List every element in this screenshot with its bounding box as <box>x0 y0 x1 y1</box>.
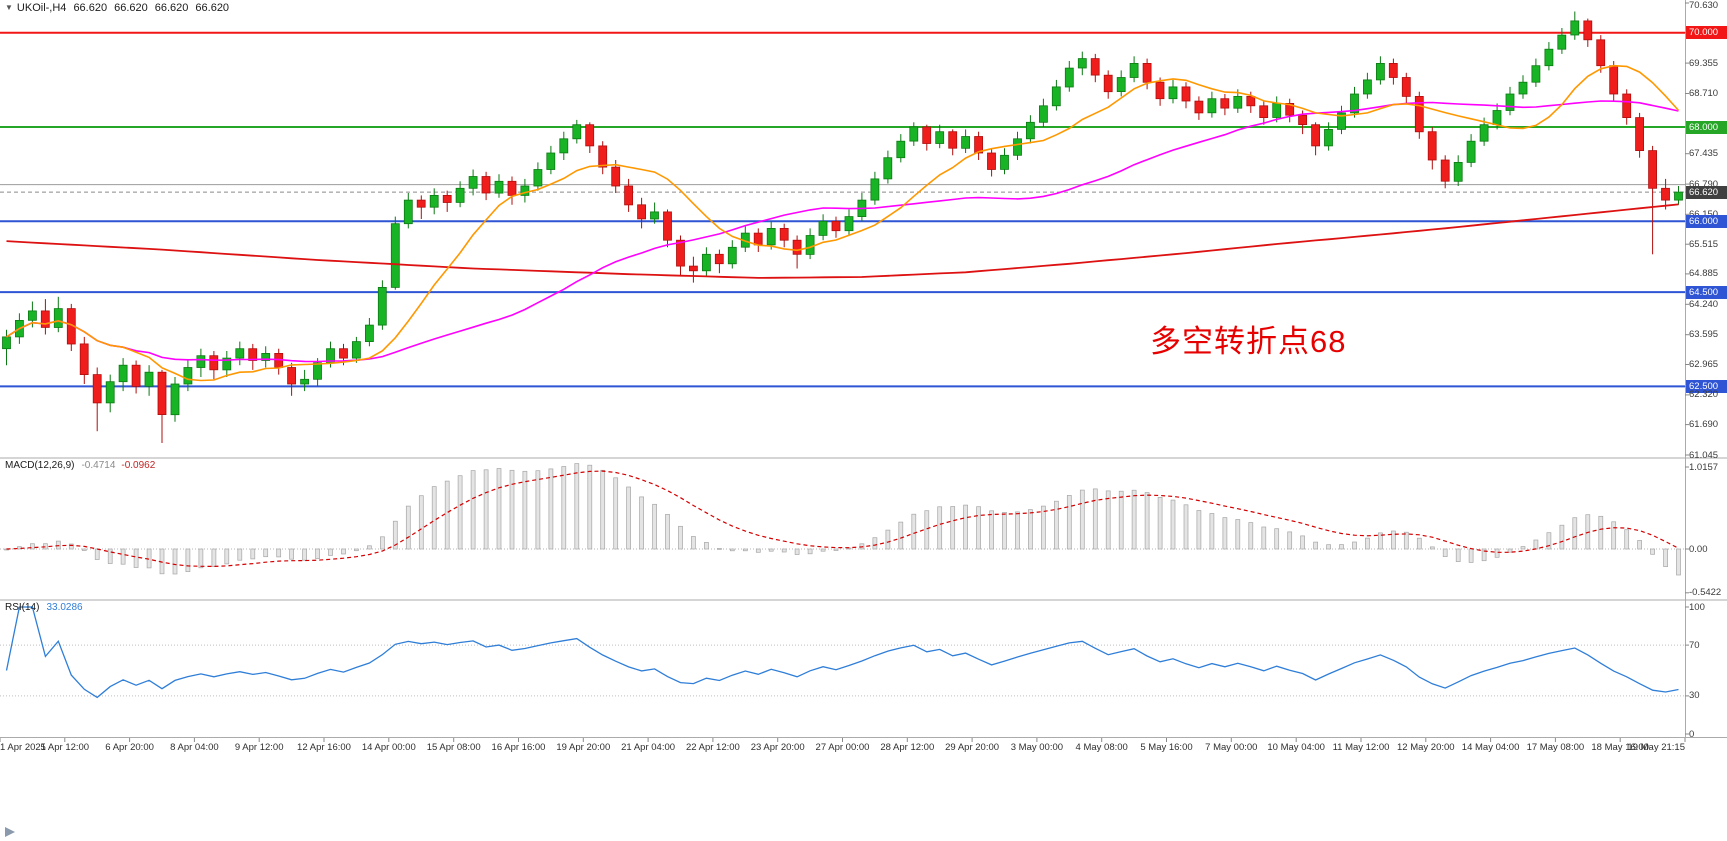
macd-name: MACD(12,26,9) <box>5 460 75 471</box>
rsi-axis-label: 30 <box>1689 690 1700 702</box>
time-axis-label: 9 Apr 12:00 <box>234 742 284 753</box>
price-axis-label: 70.630 <box>1689 0 1719 11</box>
time-axis-label: 12 Apr 16:00 <box>297 742 351 753</box>
price-axis-label: 68.710 <box>1689 88 1719 100</box>
price-axis-label: 64.240 <box>1689 298 1719 310</box>
time-axis[interactable]: 1 Apr 2021 5 Apr 12:00 6 Apr 20:00 8 Apr 04… <box>0 737 1685 760</box>
symbol-timeframe: UKOil-,H4 <box>16 2 67 14</box>
price-axis-label: 65.515 <box>1689 238 1719 250</box>
time-axis-label: 14 May 04:00 <box>1461 742 1520 753</box>
ma-slow-red-line <box>6 203 1679 279</box>
rsi-axis-label: 100 <box>1689 601 1705 613</box>
ohlc-close: 66.620 <box>195 2 230 14</box>
rsi-name: RSI(14) <box>5 602 40 613</box>
price-axis-badge: 66.620 <box>1686 185 1727 199</box>
time-axis-label: 29 Apr 20:00 <box>945 742 1000 753</box>
price-axis-label: 62.320 <box>1689 389 1719 401</box>
symbol-ohlc-label: ▼ UKOil-,H4 66.620 66.620 66.620 66.620 <box>5 2 229 14</box>
time-axis-label: 14 Apr 00:00 <box>361 742 416 753</box>
rsi-indicator-label: RSI(14) 33.0286 <box>5 602 83 613</box>
ohlc-low: 66.620 <box>154 2 189 14</box>
time-axis-label: 11 May 12:00 <box>1332 742 1390 753</box>
macd-signal-line <box>6 470 1679 568</box>
rsi-level-lines <box>0 644 1685 697</box>
time-axis-label: 16 Apr 16:00 <box>491 742 546 753</box>
price-axis-label: 61.045 <box>1689 449 1719 461</box>
price-axis-badge: 66.000 <box>1686 214 1727 228</box>
collapse-triangle-icon[interactable]: ▼ <box>5 3 13 12</box>
time-axis-label: 22 Apr 12:00 <box>685 742 740 753</box>
price-axis-badge: 70.000 <box>1686 26 1727 40</box>
price-axis-label: 64.885 <box>1689 268 1719 280</box>
time-axis-label: 23 Apr 20:00 <box>750 742 805 753</box>
price-axis[interactable]: 70.630 70.000 69.355 68.710 68.000 67.435 66.7… <box>1685 0 1727 737</box>
price-axis-badge: 62.500 <box>1686 379 1727 393</box>
time-axis-label: 5 May 16:00 <box>1140 742 1193 753</box>
rsi-axis-label: 70 <box>1689 639 1700 651</box>
timeline-nav-triangle[interactable] <box>5 827 15 837</box>
macd-signal-value: -0.0962 <box>121 460 156 471</box>
time-axis-label: 28 Apr 12:00 <box>880 742 935 753</box>
time-axis-label: 4 May 08:00 <box>1075 742 1128 753</box>
time-axis-label: 18 May 16:00 <box>1591 742 1649 753</box>
ohlc-high: 66.620 <box>114 2 148 14</box>
time-axis-label: 3 May 00:00 <box>1010 742 1064 753</box>
macd-axis-label: 0.00 <box>1689 543 1708 555</box>
price-axis-label: 63.595 <box>1689 329 1719 341</box>
macd-axis-label: 1.0157 <box>1689 461 1719 473</box>
time-axis-label: 1 Apr 2021 <box>0 742 46 753</box>
time-axis-label: 19 May 21:15 <box>1627 742 1685 753</box>
macd-axis-label: -0.5422 <box>1689 587 1722 599</box>
horizontal-level-lines[interactable] <box>0 31 1685 388</box>
ma-fast-orange-line <box>6 64 1680 382</box>
rsi-axis-label: 0 <box>1689 728 1695 740</box>
time-axis-label: 21 Apr 04:00 <box>621 742 676 753</box>
rsi-axis[interactable]: 100 70 30 0 <box>1685 600 1727 740</box>
rsi-value: 33.0286 <box>46 602 83 613</box>
price-axis-label: 69.355 <box>1689 57 1719 69</box>
time-axis-label: 6 Apr 20:00 <box>105 742 154 753</box>
axis-ticks <box>0 2 1689 742</box>
time-axis-label: 19 Apr 20:00 <box>556 742 611 753</box>
chart-text-annotation[interactable]: 多空转折点68 <box>1150 324 1347 359</box>
time-axis-label: 5 Apr 12:00 <box>40 742 90 753</box>
time-axis-label: 7 May 00:00 <box>1205 742 1258 753</box>
macd-axis[interactable]: 1.0157 0.00 -0.5422 <box>1685 458 1727 600</box>
macd-indicator-label: MACD(12,26,9) -0.4714 -0.0962 <box>5 460 155 471</box>
time-axis-label: 10 May 04:00 <box>1267 742 1325 753</box>
price-axis-label: 66.790 <box>1689 178 1719 190</box>
price-axis-label: 62.965 <box>1689 358 1719 370</box>
candles-layer <box>2 11 1683 443</box>
macd-main-value: -0.4714 <box>81 460 116 471</box>
price-axis-label: 66.150 <box>1689 209 1718 220</box>
time-axis-label: 12 May 20:00 <box>1397 742 1455 753</box>
panel-separators <box>0 0 1727 738</box>
ma-mid-magenta-line <box>6 100 1679 363</box>
time-axis-label: 8 Apr 04:00 <box>170 742 219 753</box>
time-axis-label: 27 Apr 00:00 <box>815 742 870 753</box>
time-axis-label: 17 May 08:00 <box>1526 742 1585 753</box>
price-axis-badge: 64.500 <box>1686 285 1727 299</box>
macd-histogram <box>4 463 1681 576</box>
ohlc-open: 66.620 <box>73 2 108 14</box>
time-axis-label: 15 Apr 08:00 <box>426 742 481 753</box>
price-axis-label: 61.690 <box>1689 419 1719 431</box>
price-axis-label: 67.435 <box>1689 148 1719 160</box>
price-axis-badge: 68.000 <box>1686 120 1727 134</box>
rsi-line <box>5 606 1679 699</box>
